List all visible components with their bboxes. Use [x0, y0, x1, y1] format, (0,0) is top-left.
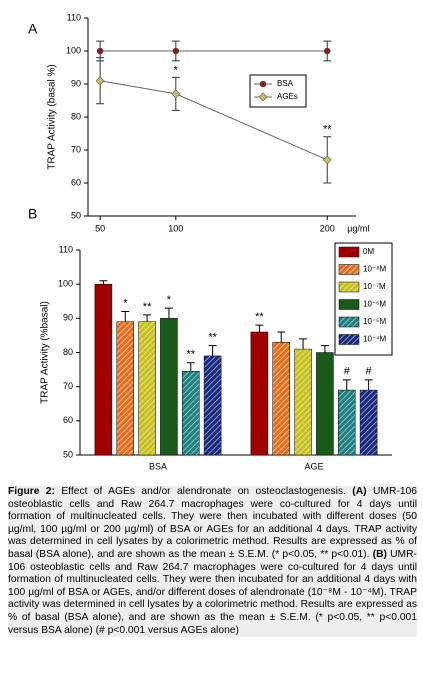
legend-swatch	[338, 316, 360, 328]
bar	[94, 283, 113, 456]
y-tick-label: 50	[63, 449, 73, 459]
y-tick-label: 80	[63, 347, 73, 357]
legend-label: AGEs	[277, 92, 298, 101]
legend-label: 0M	[363, 247, 374, 256]
legend-swatch	[338, 299, 360, 310]
marker	[323, 47, 331, 55]
marker	[172, 47, 180, 55]
bar	[359, 389, 378, 456]
legend-label: 10⁻⁷M	[363, 282, 386, 291]
x-tick-label: 50	[95, 223, 105, 233]
marker	[259, 80, 267, 88]
error-bar	[320, 345, 329, 353]
y-tick-label: 50	[71, 210, 81, 220]
marker	[322, 155, 332, 165]
annotation: **	[323, 124, 332, 136]
x-tick-label: AGE	[304, 461, 323, 471]
caption-text: UMR-106 osteoblastic cells and Raw 264.7…	[8, 486, 418, 560]
y-axis-label: TRAP Activity (basal %)	[47, 64, 58, 169]
caption-label: Figure 2:	[8, 486, 55, 497]
panel-label: B	[28, 206, 37, 222]
marker	[171, 89, 181, 99]
annotation: #	[366, 366, 373, 378]
y-tick-label: 60	[63, 415, 73, 425]
error-bar	[121, 311, 130, 322]
marker	[96, 47, 104, 55]
caption-text: Effect of AGEs and/or alendronate on ost…	[54, 486, 353, 497]
legend-label: 10⁻⁵M	[363, 317, 386, 326]
annotation: *	[123, 297, 128, 309]
y-tick-label: 110	[67, 12, 81, 22]
bar	[181, 371, 200, 456]
error-bar	[342, 379, 351, 391]
annotation: #	[344, 366, 351, 378]
legend-swatch	[338, 246, 360, 258]
y-tick-label: 70	[71, 144, 81, 154]
legend-label: 10⁻⁴M	[363, 335, 387, 344]
figure: A TRAP Activity (basal %) 50 60 70 80 90 100 110…	[28, 12, 393, 471]
y-tick-label: 80	[71, 111, 81, 121]
panel-label: A	[28, 21, 38, 37]
bar	[250, 331, 269, 456]
y-tick-label: 100	[58, 279, 73, 289]
error-bar	[277, 331, 286, 343]
legend-label: BSA	[277, 79, 294, 88]
caption-text: UMR-106 osteoblastic cells and Raw 264.7…	[8, 548, 417, 636]
error-bar	[299, 338, 308, 350]
error-bar	[164, 307, 173, 319]
x-axis-label: µg/ml	[347, 223, 369, 233]
annotation: **	[208, 332, 217, 344]
x-tick-label: 100	[168, 223, 183, 233]
y-tick-label: 100	[66, 45, 81, 55]
bar	[160, 318, 178, 456]
caption-label: (B)	[372, 548, 387, 560]
annotation: **	[143, 301, 152, 313]
error-bar	[143, 314, 152, 322]
legend-label: 10⁻⁸M	[363, 265, 386, 274]
legend-swatch	[338, 281, 360, 293]
y-tick-label: 70	[63, 381, 73, 391]
bar	[116, 321, 135, 456]
error-bar	[364, 379, 373, 391]
legend-box	[249, 74, 307, 108]
marker	[95, 76, 105, 86]
legend-swatch	[338, 264, 360, 275]
error-bar	[208, 345, 217, 356]
bar	[272, 342, 291, 456]
y-tick-label: 90	[71, 78, 81, 88]
y-tick-label: 110	[59, 244, 73, 254]
x-tick-label: 200	[320, 223, 335, 233]
error-bar	[186, 362, 195, 372]
error-bar	[99, 280, 108, 285]
annotation: **	[255, 311, 264, 323]
bar	[294, 348, 312, 456]
legend-swatch	[338, 334, 360, 345]
legend-label: 10⁻⁶M	[363, 300, 386, 309]
y-tick-label: 90	[63, 313, 73, 323]
bar	[203, 355, 222, 456]
marker	[258, 92, 268, 102]
bar	[337, 389, 356, 456]
annotation: *	[174, 64, 179, 76]
caption: Figure 2: Effect of AGEs and/or alendron…	[8, 486, 418, 638]
bar	[138, 321, 156, 456]
annotation: *	[167, 294, 172, 306]
y-axis-label: TRAP Activity (%basal)	[40, 301, 51, 404]
caption-label: (A)	[352, 486, 367, 497]
x-tick-label: BSA	[149, 461, 167, 471]
error-bar	[255, 324, 264, 332]
y-tick-label: 60	[71, 177, 81, 187]
bar	[316, 352, 334, 456]
annotation: **	[186, 349, 195, 361]
